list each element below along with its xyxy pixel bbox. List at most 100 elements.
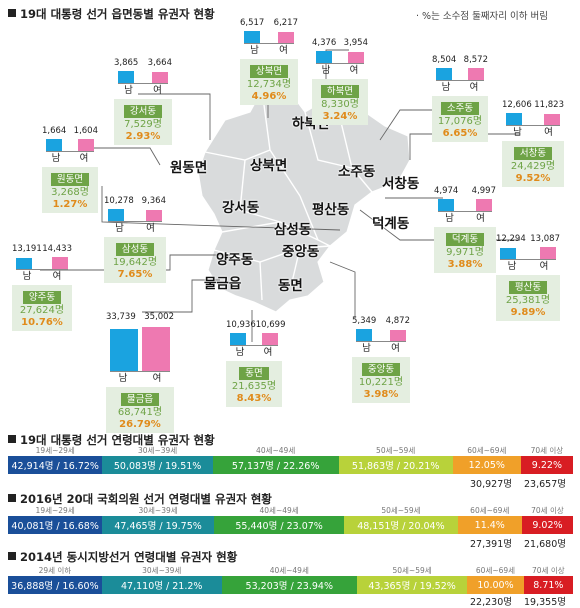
age-title-3-bullet [8,552,16,560]
district-total: 8,330명 [321,99,359,110]
gender-bars [108,207,162,222]
female-count: 1,604 [73,126,98,136]
female-bar [476,199,492,211]
district-card: 5,349 4,872 남 여 중앙동 10,221명 3.98% [352,316,410,403]
title-bullet [8,9,16,17]
age-title-3-text: 2014년 동시지방선거 연령대별 유권자 현황 [20,550,238,564]
gender-counts: 4,974 4,997 [434,186,496,196]
district-total: 27,624명 [19,305,65,316]
gender-bars [506,111,560,126]
age-segment: 42,914명 / 16.72% [8,456,103,474]
district-total: 17,076명 [437,116,483,127]
age-category-label: 19세~29세 [35,446,75,455]
district-name: 상북면 [249,65,289,78]
district-percent: 3.98% [363,389,399,400]
female-count: 35,002 [144,312,174,322]
district-info: 소주동 17,076명 6.65% [432,96,488,142]
district-percent: 4.96% [251,91,287,102]
gender-bars [436,66,484,81]
district-info: 중앙동 10,221명 3.98% [352,357,410,403]
gender-bars [230,331,278,346]
age-segment: 51,863명 / 20.21% [338,456,453,474]
district-name: 하북면 [320,85,360,98]
age-title-1: 19대 대통령 선거 연령대별 유권자 현황 [8,432,215,448]
map-label-pyeongsan: 평산동 [312,202,350,218]
age-segment: 48,151명 / 20.04% [344,516,458,534]
gender-counts: 12,606 11,823 [502,100,564,110]
female-label: 여 [349,65,359,76]
map-label-samseong: 삼성동 [274,222,312,238]
female-count: 10,699 [255,320,286,330]
map-label-wondong: 원동면 [170,160,208,176]
male-bar [436,68,452,80]
age-category-label: 40세~49세 [259,506,299,515]
age-bar-2: 40,081명 / 16.68% 47,465명 / 19.75% 55,440명 … [8,516,573,534]
age-segment: 9.02% [521,516,573,534]
female-count: 3,954 [343,38,368,48]
age-category-label: 30세~39세 [138,506,178,515]
gender-counts: 6,517 6,217 [240,18,298,28]
male-count: 13,191 [12,244,42,254]
age-header-2: 19세~29세 30세~39세 40세~49세 50세~59세 60세~69세 70세 이… [8,505,573,515]
gender-bars [118,69,168,84]
age-category-label: 60세~69세 [467,446,507,455]
age-segment: 9.22% [520,456,573,474]
district-percent: 3.88% [447,259,483,270]
age-category-label: 70세 이상 [531,506,564,515]
gender-counts: 5,349 4,872 [352,316,410,326]
age-1-60s-count: 30,927명 [470,479,512,490]
district-name: 삼성동 [115,243,155,256]
gender-counts: 3,865 3,664 [114,58,172,68]
age-category-label: 30세~39세 [138,446,178,455]
map-label-yangju: 양주동 [216,252,254,268]
district-borders [204,89,373,301]
district-total: 68,741명 [117,407,163,418]
age-segment: 10.00% [467,576,524,594]
district-percent: 9.89% [510,307,546,318]
district-total: 19,642명 [112,257,158,268]
male-bar [500,248,516,259]
district-card: 6,517 6,217 남 여 상북면 12,734명 4.96% [240,18,298,105]
gender-bars [46,137,94,152]
district-name: 동면 [239,367,269,380]
age-category-label: 70세 이상 [530,446,564,455]
gender-bars [356,327,406,342]
district-total: 7,529명 [124,119,162,130]
age-title-1-bullet [8,435,16,443]
gender-bars [244,29,294,44]
male-label: 남 [22,271,32,282]
map-label-sangbuk: 상북면 [250,158,288,174]
district-info: 원동면 3,268명 1.27% [42,167,98,213]
district-info: 삼성동 19,642명 7.65% [104,237,166,283]
male-count: 1,664 [42,126,67,136]
age-title-2-text: 2016년 20대 국회의원 선거 연령대별 유권자 현황 [20,492,272,506]
female-bar [146,210,162,221]
district-card: 12,606 11,823 남 여 서창동 24,429명 9.52% [502,100,564,187]
age-title-3: 2014년 동시지방선거 연령대별 유권자 현황 [8,549,237,565]
district-total: 3,268명 [51,187,89,198]
main-title: 19대 대통령 선거 읍면동별 유권자 현황 [8,6,215,22]
district-name: 강서동 [123,105,163,118]
district-info: 강서동 7,529명 2.93% [114,99,172,145]
male-bar [356,329,372,341]
female-bar [544,114,560,125]
male-count: 10,936 [226,320,256,330]
age-3-70s-count: 19,355명 [524,597,566,608]
district-card: 13,191 14,433 남 여 양주동 27,624명 10.76% [12,244,72,331]
female-label: 여 [146,223,155,234]
male-bar [506,113,522,125]
male-label: 남 [250,45,259,56]
age-segment: 47,110명 / 21.2% [101,576,222,594]
male-label: 남 [51,153,61,164]
district-percent: 26.79% [119,419,161,430]
district-percent: 9.52% [515,173,551,184]
district-card: 4,376 3,954 남 여 하북면 8,330명 3.24% [312,38,368,125]
gender-counts: 10,278 9,364 [104,196,166,206]
male-label: 남 [115,223,124,234]
